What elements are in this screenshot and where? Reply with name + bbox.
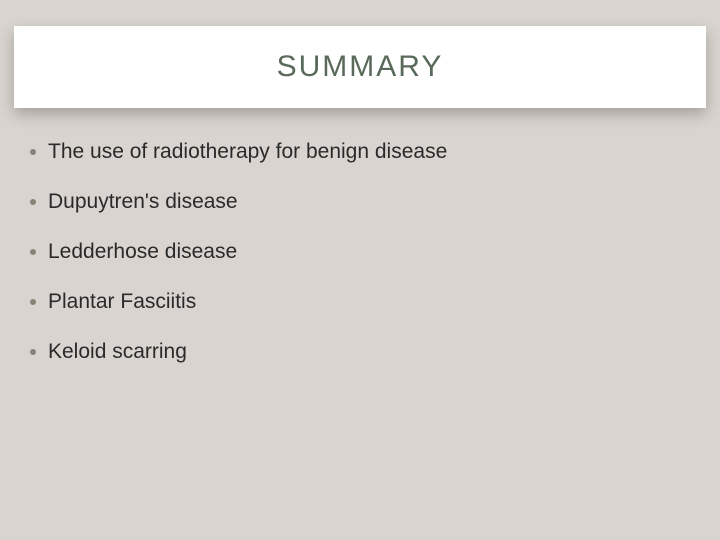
bullet-icon <box>30 349 36 355</box>
list-item: The use of radiotherapy for benign disea… <box>30 140 690 164</box>
bullet-text: Dupuytren's disease <box>48 190 238 214</box>
bullet-icon <box>30 149 36 155</box>
bullet-icon <box>30 299 36 305</box>
bullet-text: The use of radiotherapy for benign disea… <box>48 140 447 164</box>
bullet-icon <box>30 249 36 255</box>
bullet-icon <box>30 199 36 205</box>
bullet-text: Plantar Fasciitis <box>48 290 196 314</box>
bullet-text: Ledderhose disease <box>48 240 237 264</box>
bullet-list: The use of radiotherapy for benign disea… <box>30 140 690 390</box>
slide-title: SUMMARY <box>277 50 444 84</box>
bullet-text: Keloid scarring <box>48 340 187 364</box>
title-band: SUMMARY <box>14 26 706 108</box>
list-item: Keloid scarring <box>30 340 690 364</box>
list-item: Dupuytren's disease <box>30 190 690 214</box>
list-item: Plantar Fasciitis <box>30 290 690 314</box>
list-item: Ledderhose disease <box>30 240 690 264</box>
